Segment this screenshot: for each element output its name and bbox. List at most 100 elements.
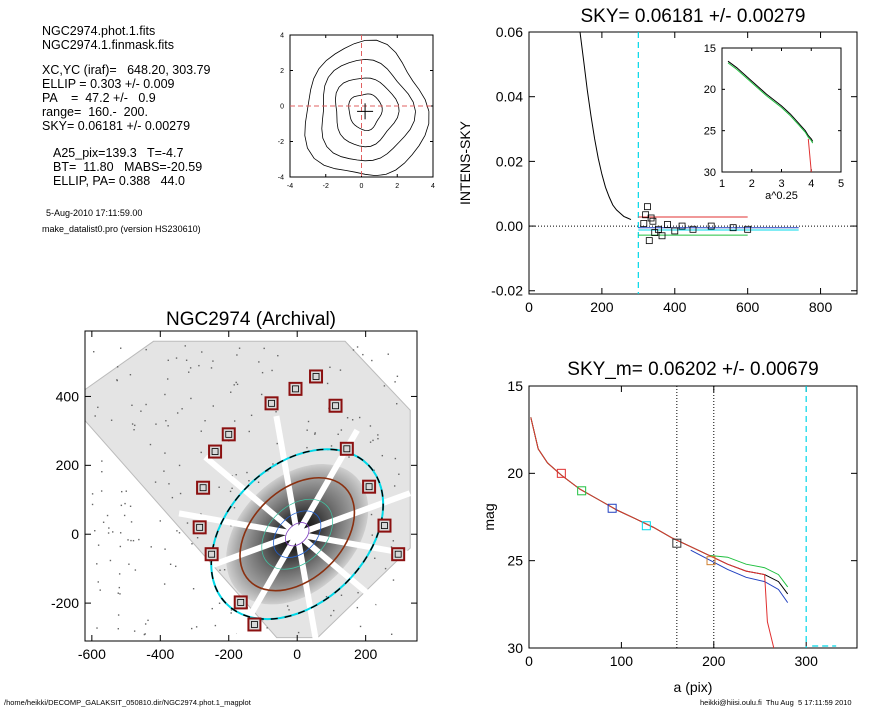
image-noise-pixel [134,424,136,427]
sky-frame [528,31,858,295]
image-noise-pixel [288,609,290,611]
sky-ytick-label: 0.06 [496,24,523,40]
image-noise-pixel [93,351,95,353]
mag-profile-green [530,417,789,588]
image-noise-pixel [97,544,100,546]
image-noise-pixel [246,471,248,474]
image-frame [84,330,418,642]
image-noise-pixel [190,397,192,400]
image-noise-pixel [236,383,239,386]
image-noise-pixel [124,502,126,505]
image-noise-pixel [118,573,121,575]
image-noise-pixel [178,532,181,534]
inset-ytick-label: 20 [704,84,716,96]
image-noise-pixel [261,371,264,374]
image-noise-pixel [375,603,377,606]
image-noise-pixel [191,627,193,630]
info-fits-name: NGC2974.phot.1.fits [42,24,156,38]
image-noise-pixel [325,595,328,598]
image-noise-pixel [167,359,169,362]
inset-ytick-label: 15 [704,43,716,55]
image-noise-pixel [196,537,199,539]
image-noise-pixel [130,539,132,542]
image-noise-pixel [374,557,376,559]
sky-box-inner [332,402,339,410]
image-noise-pixel [248,430,250,433]
sky-box [391,547,406,562]
image-noise-pixel [275,411,277,413]
image-noise-pixel [116,366,119,368]
image-noise-pixel [108,527,110,529]
mag-xtick-label: 300 [795,653,819,669]
image-noise-pixel [192,588,195,590]
image-noise-pixel [110,419,113,421]
mag-xtick-label: 100 [610,653,634,669]
image-noise-pixel [266,627,268,629]
image-noise-pixel [235,474,237,476]
image-noise-pixel [164,393,166,396]
image-noise-pixel [260,393,263,396]
mag-frame [528,385,858,649]
inset-xtick-label: 2 [749,178,755,190]
image-noise-pixel [352,349,355,351]
image-noise-pixel [147,619,149,622]
sky-box [362,479,377,494]
image-noise-pixel [106,514,109,517]
image-noise-pixel [94,415,96,417]
image-noise-pixel [119,532,122,534]
image-noise-pixel [212,405,214,407]
image-noise-pixel [390,546,393,548]
image-noise-pixel [118,586,121,589]
mag-ytick-label: 25 [507,553,523,569]
info-program: make_datalist0.pro (version HS230610) [42,224,201,234]
image-noise-pixel [340,429,343,431]
image-noise-pixel [337,433,339,435]
image-noise-pixel [377,437,379,440]
image-noise-pixel [178,464,181,467]
image-noise-pixel [381,454,384,457]
sky-box [328,398,343,413]
sky-xtick-label: 800 [809,299,833,315]
isophote [285,522,310,547]
image-noise-pixel [186,522,189,524]
image-noise-pixel [116,379,118,381]
image-noise-pixel [184,345,186,347]
image-noise-pixel [369,441,372,443]
sky-box-inner [381,522,388,530]
image-noise-pixel [356,346,359,348]
sky-box [192,520,207,535]
image-noise-pixel [117,592,119,594]
image-xtick-label: 200 [354,646,378,662]
sky-box [196,480,211,495]
sky-plot: 0 200 400 600 800 -0.02 0.00 0.02 0.04 0.06 SKY= 0… [457,6,858,315]
sky-box-inner [211,448,219,455]
image-noise-pixel [97,406,99,409]
sky-box-inner [312,373,320,380]
image-noise-pixel [233,384,235,386]
sky-box-inner [292,385,299,393]
sky-box [208,444,223,459]
image-noise-pixel [143,633,146,636]
image-noise-pixel [100,490,103,492]
sky-square-point [678,222,686,230]
image-noise-pixel [230,524,232,527]
image-noise-pixel [191,543,193,545]
image-noise-pixel [133,630,136,632]
sky-title: SKY= 0.06181 +/- 0.00279 [580,6,805,27]
sky-square-point [645,237,653,245]
inset-xtick-label: 4 [808,178,814,190]
image-noise-pixel [398,473,400,475]
image-noise-pixel [164,452,166,454]
image-noise-pixel [214,624,217,627]
image-noise-pixel [154,481,157,483]
mask-stripe [273,415,301,535]
mask-stripe [178,510,298,538]
image-noise-pixel [132,539,135,542]
image-noise-pixel [392,579,395,581]
info-pa: PA = 47.2 +/- 0.9 [42,91,156,105]
image-noise-pixel [314,432,316,434]
mag-xlabel: a (pix) [674,679,713,695]
image-noise-pixel [195,626,198,628]
sky-box-inner [343,445,351,453]
image-noise-pixel [91,503,94,506]
